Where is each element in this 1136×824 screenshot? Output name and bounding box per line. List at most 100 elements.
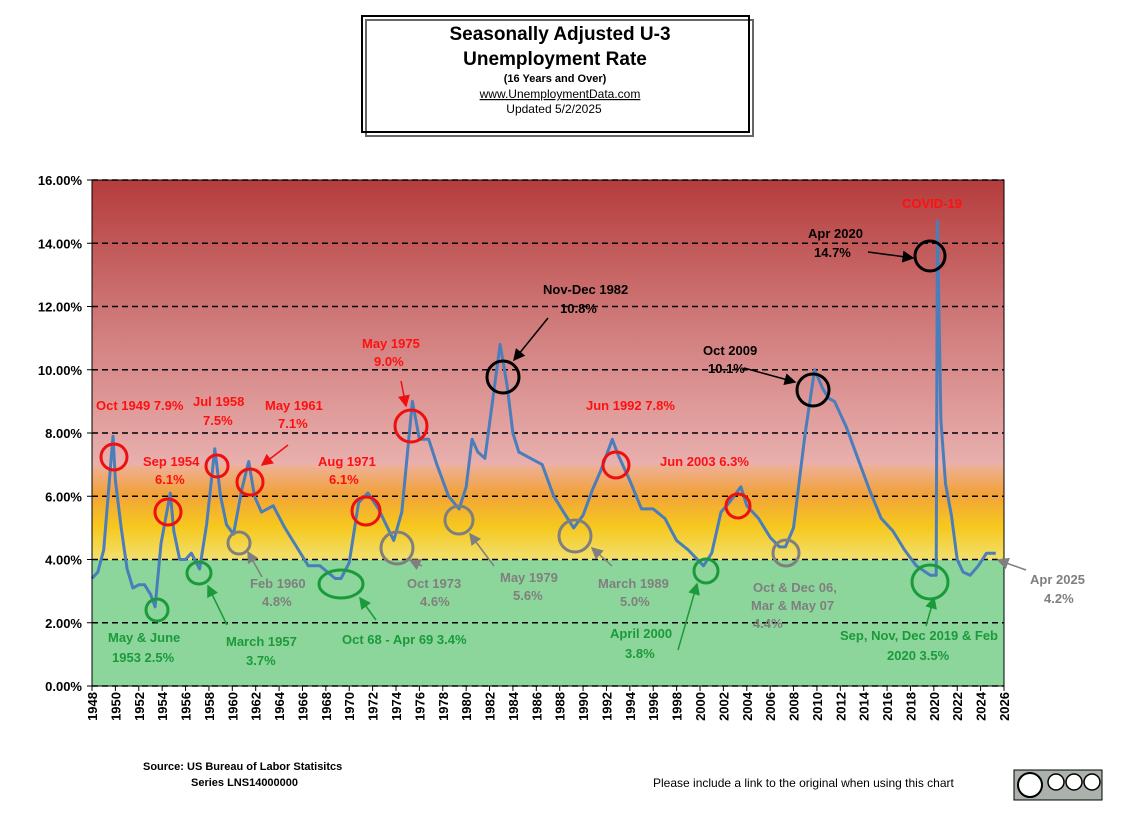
x-tick-label: 1982 <box>483 692 498 721</box>
x-tick-label: 1994 <box>623 691 638 721</box>
annotation: 10.1% <box>708 361 745 376</box>
x-tick-label: 2026 <box>997 692 1012 721</box>
annotation: 7.5% <box>203 413 233 428</box>
x-tick-label: 2000 <box>693 692 708 721</box>
x-tick-label: 2022 <box>950 692 965 721</box>
x-tick-label: 1948 <box>85 692 100 721</box>
title: Unemployment Rate <box>463 49 647 70</box>
source: Series LNS14000000 <box>191 777 298 789</box>
annotation: Sep 1954 <box>143 454 200 469</box>
x-tick-label: 2010 <box>810 692 825 721</box>
annotation: May 1975 <box>362 336 420 351</box>
y-tick-label: 16.00% <box>38 173 83 188</box>
annotation: 3.7% <box>246 653 276 668</box>
x-tick-label: 1960 <box>225 692 240 721</box>
annotation: Mar & May 07 <box>751 598 834 613</box>
y-tick-label: 12.00% <box>38 300 83 315</box>
y-tick-label: 2.00% <box>45 616 82 631</box>
x-tick-label: 1976 <box>412 692 427 721</box>
arrows <box>207 250 1027 651</box>
annotation: Oct 68 - Apr 69 3.4% <box>342 632 467 647</box>
annotation: March 1957 <box>226 634 297 649</box>
annotation: May 1979 <box>500 570 558 585</box>
x-tick-label: 1950 <box>108 692 123 721</box>
y-tick-label: 4.00% <box>45 553 82 568</box>
x-tick-label: 1954 <box>155 691 170 721</box>
annotation: Jul 1958 <box>193 394 244 409</box>
x-tick-label: 1990 <box>576 692 591 721</box>
plot-border <box>91 179 1005 687</box>
annotation: Jun 1992 7.8% <box>586 398 675 413</box>
annotation: Oct & Dec 06, <box>753 580 837 595</box>
annotation: Feb 1960 <box>250 576 306 591</box>
annotation: May & June <box>108 630 180 645</box>
x-tick-label: 2006 <box>763 692 778 721</box>
y-tick-label: 14.00% <box>38 236 83 251</box>
title-box <box>361 15 750 133</box>
footer-note: Please include a link to the original wh… <box>653 776 955 790</box>
x-tick-label: 1986 <box>529 692 544 721</box>
x-tick-label: 2014 <box>857 691 872 721</box>
annotation: 2020 3.5% <box>887 648 950 663</box>
subtitle: (16 Years and Over) <box>504 73 607 85</box>
title-shadow <box>365 19 754 137</box>
annotation: Apr 2020 <box>808 226 863 241</box>
x-tick-label: 1996 <box>646 692 661 721</box>
annotation: Jun 2003 6.3% <box>660 454 749 469</box>
annotation: 7.1% <box>278 416 308 431</box>
x-tick-label: 2016 <box>880 692 895 721</box>
y-tick-label: 0.00% <box>45 679 82 694</box>
x-tick-label: 2004 <box>740 691 755 721</box>
x-tick-label: 1956 <box>179 692 194 721</box>
x-tick-label: 1962 <box>249 692 264 721</box>
annotation: Aug 1971 <box>318 454 376 469</box>
annotation: 5.6% <box>513 588 543 603</box>
x-tick-label: 2008 <box>787 692 802 721</box>
annotation: Nov-Dec 1982 <box>543 282 628 297</box>
annotation: 3.8% <box>625 646 655 661</box>
annotation: COVID-19 <box>902 196 962 211</box>
x-tick-label: 1988 <box>553 692 568 721</box>
x-tick-label: 1984 <box>506 691 521 721</box>
x-tick-label: 1980 <box>459 692 474 721</box>
website: www.UnemploymentData.com <box>479 87 641 101</box>
x-tick-label: 1998 <box>670 692 685 721</box>
annotation: 6.1% <box>329 472 359 487</box>
annotation: 6.1% <box>155 472 185 487</box>
annotation: 5.0% <box>620 594 650 609</box>
license-badge <box>1013 769 1103 801</box>
x-tick-label: 1968 <box>319 692 334 721</box>
annotation: March 1989 <box>598 576 669 591</box>
x-tick-label: 1964 <box>272 691 287 721</box>
annotation: 1953 2.5% <box>112 650 175 665</box>
annotation: 10.8% <box>560 301 597 316</box>
x-tick-label: 2018 <box>903 692 918 721</box>
y-tick-label: 6.00% <box>45 489 82 504</box>
x-tick-label: 2024 <box>974 691 989 721</box>
title: Seasonally Adjusted U-3 <box>449 24 670 45</box>
y-tick-label: 10.00% <box>38 363 83 378</box>
annotation: 4.8% <box>262 594 292 609</box>
annotation: Apr 2025 <box>1030 572 1085 587</box>
x-tick-label: 2020 <box>927 692 942 721</box>
x-tick-label: 1952 <box>132 692 147 721</box>
annotation: Oct 1973 <box>407 576 461 591</box>
x-tick-label: 1974 <box>389 691 404 721</box>
band-high <box>92 180 1004 465</box>
x-tick-label: 1992 <box>599 692 614 721</box>
annotation: Oct 1949 7.9% <box>96 398 184 413</box>
annotation: 4.4% <box>753 616 783 631</box>
x-tick-label: 2012 <box>833 692 848 721</box>
x-tick-label: 1972 <box>366 692 381 721</box>
updated: Updated 5/2/2025 <box>506 102 602 116</box>
source: Source: US Bureau of Labor Statisitcs <box>143 761 342 773</box>
annotation: 4.6% <box>420 594 450 609</box>
x-tick-label: 1970 <box>342 692 357 721</box>
annotation: 14.7% <box>814 245 851 260</box>
x-tick-label: 2002 <box>716 692 731 721</box>
annotation: 9.0% <box>374 354 404 369</box>
y-tick-label: 8.00% <box>45 426 82 441</box>
x-tick-label: 1978 <box>436 692 451 721</box>
x-tick-label: 1958 <box>202 692 217 721</box>
